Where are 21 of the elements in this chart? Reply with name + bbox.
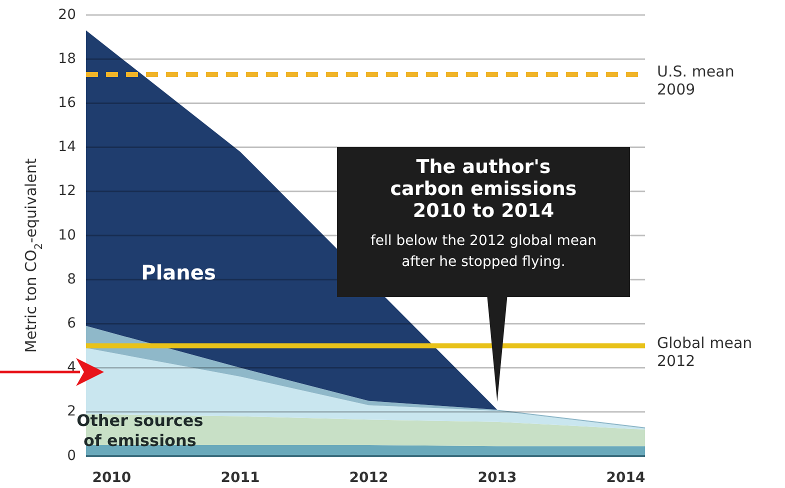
y-tick-label: 20 [58, 6, 76, 23]
series-label: Planes [141, 260, 216, 285]
annotation: fell below the 2012 global mean after he stopped flying. [370, 233, 596, 270]
x-tick-label: 2011 [220, 470, 260, 486]
x-tick-label: 2012 [349, 470, 388, 486]
y-tick-label: 0 [67, 448, 76, 464]
series-label: Other sources of emissions [76, 410, 204, 450]
y-tick-label: 18 [58, 50, 76, 67]
y-tick-label: 12 [58, 183, 76, 200]
x-tick-label: 2013 [478, 470, 517, 486]
y-tick-label: 8 [67, 271, 76, 288]
x-tick-label: 2010 [92, 470, 132, 486]
annotation: The author's carbon emissions 2010 to 2014 [390, 156, 577, 222]
ref-line-label: U.S. mean 2009 [657, 62, 734, 99]
x-tick-label: 2014 [606, 470, 646, 486]
y-tick-label: 10 [58, 227, 76, 244]
y-tick-label: 16 [58, 95, 76, 112]
ref-line-label: Global mean 2012 [657, 334, 752, 370]
y-tick-label: 14 [58, 139, 76, 156]
y-tick-label: 2 [67, 404, 76, 420]
y-tick-label: 6 [67, 316, 76, 332]
